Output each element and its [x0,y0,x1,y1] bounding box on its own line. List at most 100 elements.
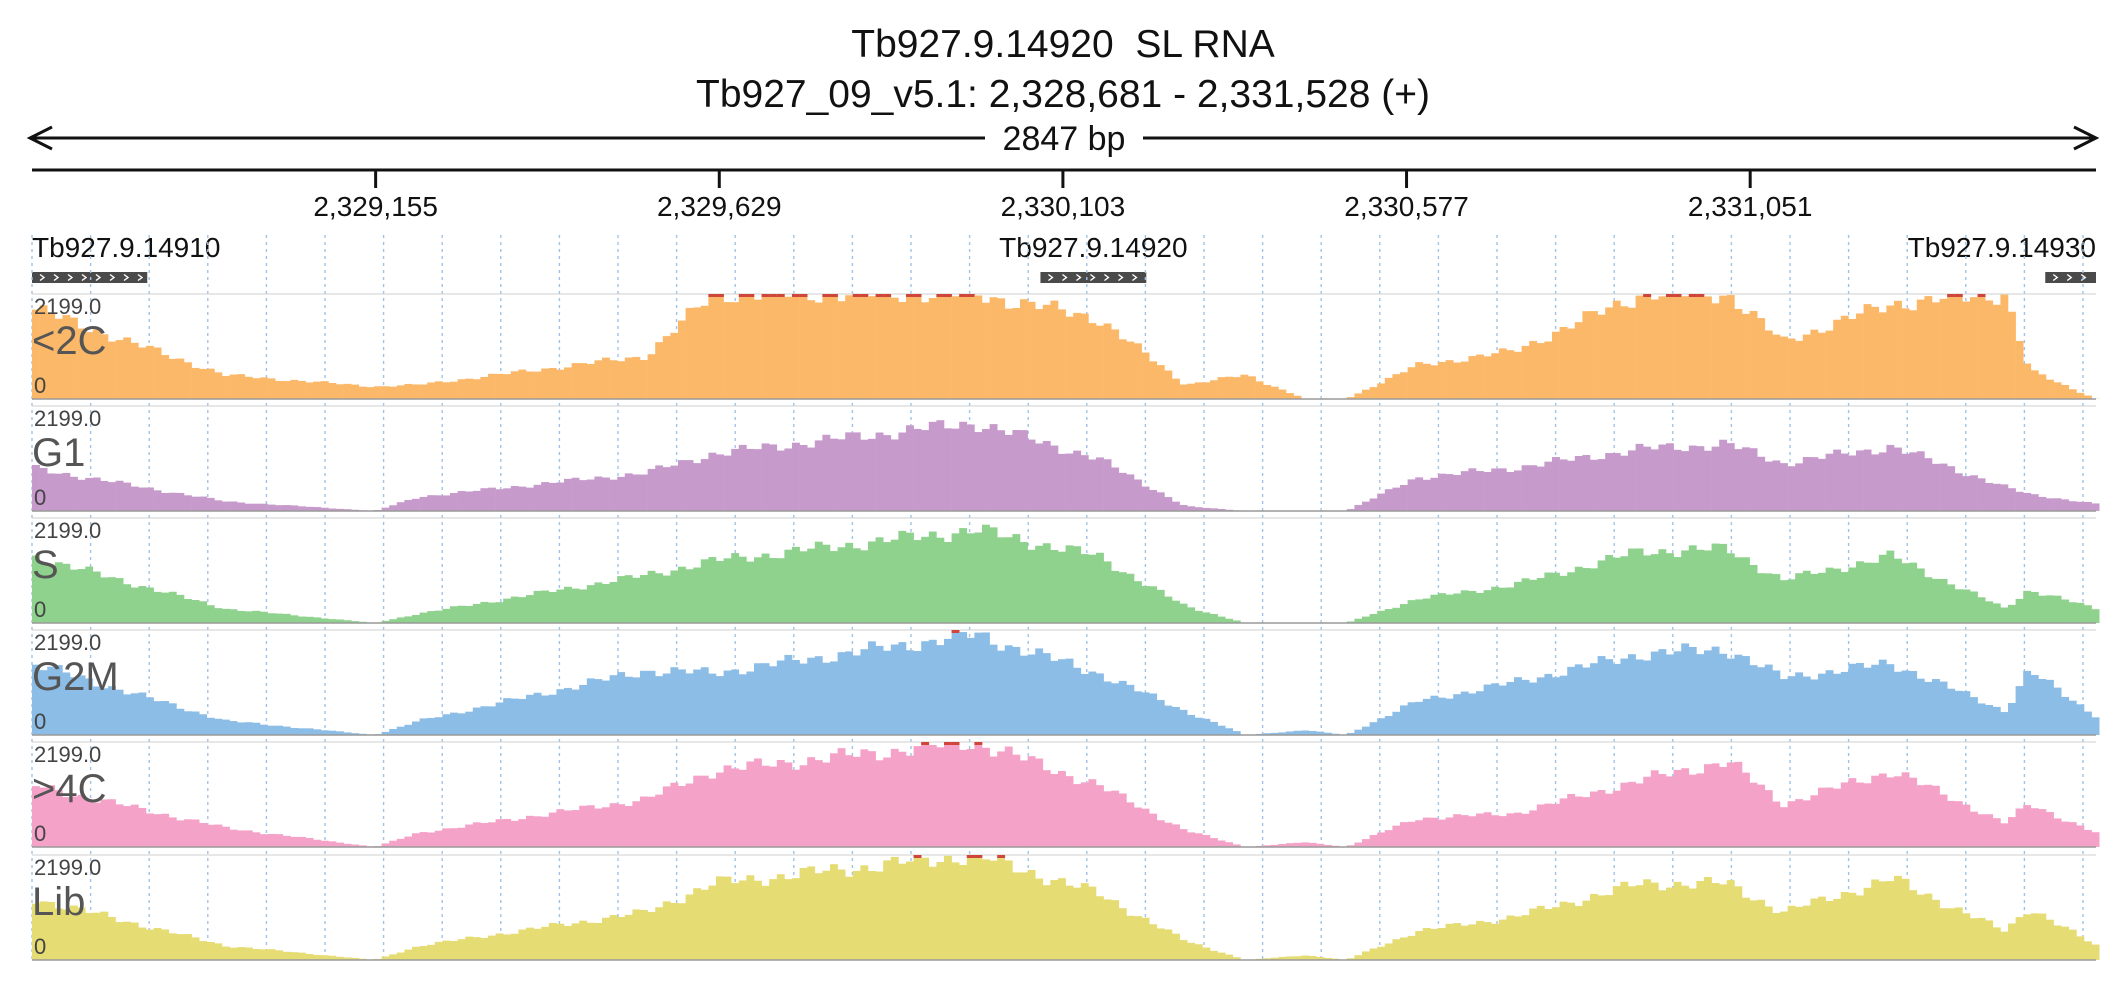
coverage-bar [457,379,466,399]
coverage-bar [830,438,838,511]
coverage-bar [176,594,185,623]
coverage-bar [1544,461,1553,511]
coverage-bar [267,504,276,511]
coverage-bar [1787,579,1796,623]
coverage-bar [336,842,344,847]
coverage-bar [434,830,443,847]
coverage-bar [1939,298,1948,399]
coverage-bar [898,751,907,847]
coverage-bar [1453,923,1462,960]
coverage-bar [275,613,284,623]
coverage-bar [1217,377,1226,399]
coverage-bar [39,670,48,735]
coverage-bar [1947,584,1956,623]
coverage-bar [1080,883,1089,960]
coverage-bar [708,885,717,960]
coverage-bar [176,820,185,847]
coverage-bar [579,480,588,511]
coverage-bar [761,885,770,960]
coverage-bar [2084,711,2092,735]
coverage-bar [1726,880,1735,960]
coverage-bar [1202,718,1211,735]
coverage-bar [556,689,565,735]
coverage-bar [944,742,952,847]
coverage-bar [2015,340,2024,399]
coverage-bar [640,670,648,735]
coverage-bar [1810,329,1819,399]
coverage-bar [465,711,474,735]
coverage-bar [655,676,664,735]
coverage-bar [807,757,816,847]
coverage-bar [1932,463,1940,511]
coverage-bar [1977,703,1986,735]
coverage-bar [951,862,960,960]
coverage-bar [564,478,572,511]
coverage-bar [305,616,314,623]
coverage-bar [624,575,633,623]
coverage-bar [716,454,724,511]
coverage-bar [1187,832,1196,847]
coverage-bar [845,542,854,623]
coverage-bar [1529,682,1538,735]
coverage-bar [1825,900,1834,960]
coverage-bar [921,742,930,847]
coverage-bar [1863,667,1872,735]
coverage-bar [1035,758,1044,847]
strand-arrow [1076,273,1082,282]
coverage-bar [723,302,732,399]
coverage-bar [1894,300,1902,399]
coverage-bar [1666,294,1674,399]
coverage-bar [1042,770,1051,847]
coverage-bar [32,555,40,623]
clip-marker [716,294,724,297]
coverage-bar [412,615,420,623]
coverage-bar [1590,311,1598,399]
axis-tick-label: 2,330,103 [1001,191,1126,222]
coverage-bar [518,929,527,960]
coverage-bar [62,563,71,623]
coverage-bar [1924,458,1933,511]
coverage-bar [366,387,375,399]
coverage-bar [1886,777,1895,847]
coverage-bar [191,819,200,847]
coverage-bar [2015,917,2024,960]
coverage-bar [1916,894,1925,960]
coverage-bar [1909,452,1918,511]
coverage-bar [936,294,945,399]
coverage-bar [161,813,170,847]
coverage-bar [852,870,861,960]
coverage-bar [731,448,740,511]
clip-marker [746,294,755,297]
coverage-bar [936,645,945,735]
coverage-bar [1042,653,1051,735]
coverage-bar [2046,812,2054,847]
coverage-bar [1772,912,1781,960]
coverage-bar [875,432,884,511]
coverage-bar [1400,822,1408,847]
coverage-bar [92,686,101,735]
coverage-bar [1354,955,1363,960]
coverage-bar [624,914,633,960]
coverage-bar [1688,646,1697,735]
clip-marker [966,294,975,297]
coverage-bar [1058,453,1066,511]
coverage-bar [571,363,580,399]
clip-marker [792,294,800,297]
coverage-bar [503,698,512,735]
coverage-bar [860,294,869,399]
coverage-bar [982,429,990,511]
coverage-bar [564,586,572,623]
coverage-bar [115,480,124,511]
coverage-bar [450,828,458,847]
coverage-bar [267,833,276,847]
coverage-bar [754,663,762,735]
coverage-bar [267,613,276,623]
coverage-bar [548,694,557,735]
coverage-bar [1620,556,1629,623]
coverage-bar [1460,815,1469,847]
coverage-bar [381,620,390,623]
coverage-bar [115,689,124,735]
coverage-bar [1202,834,1211,847]
coverage-bar [1552,456,1560,511]
coverage-bar [2061,499,2070,511]
